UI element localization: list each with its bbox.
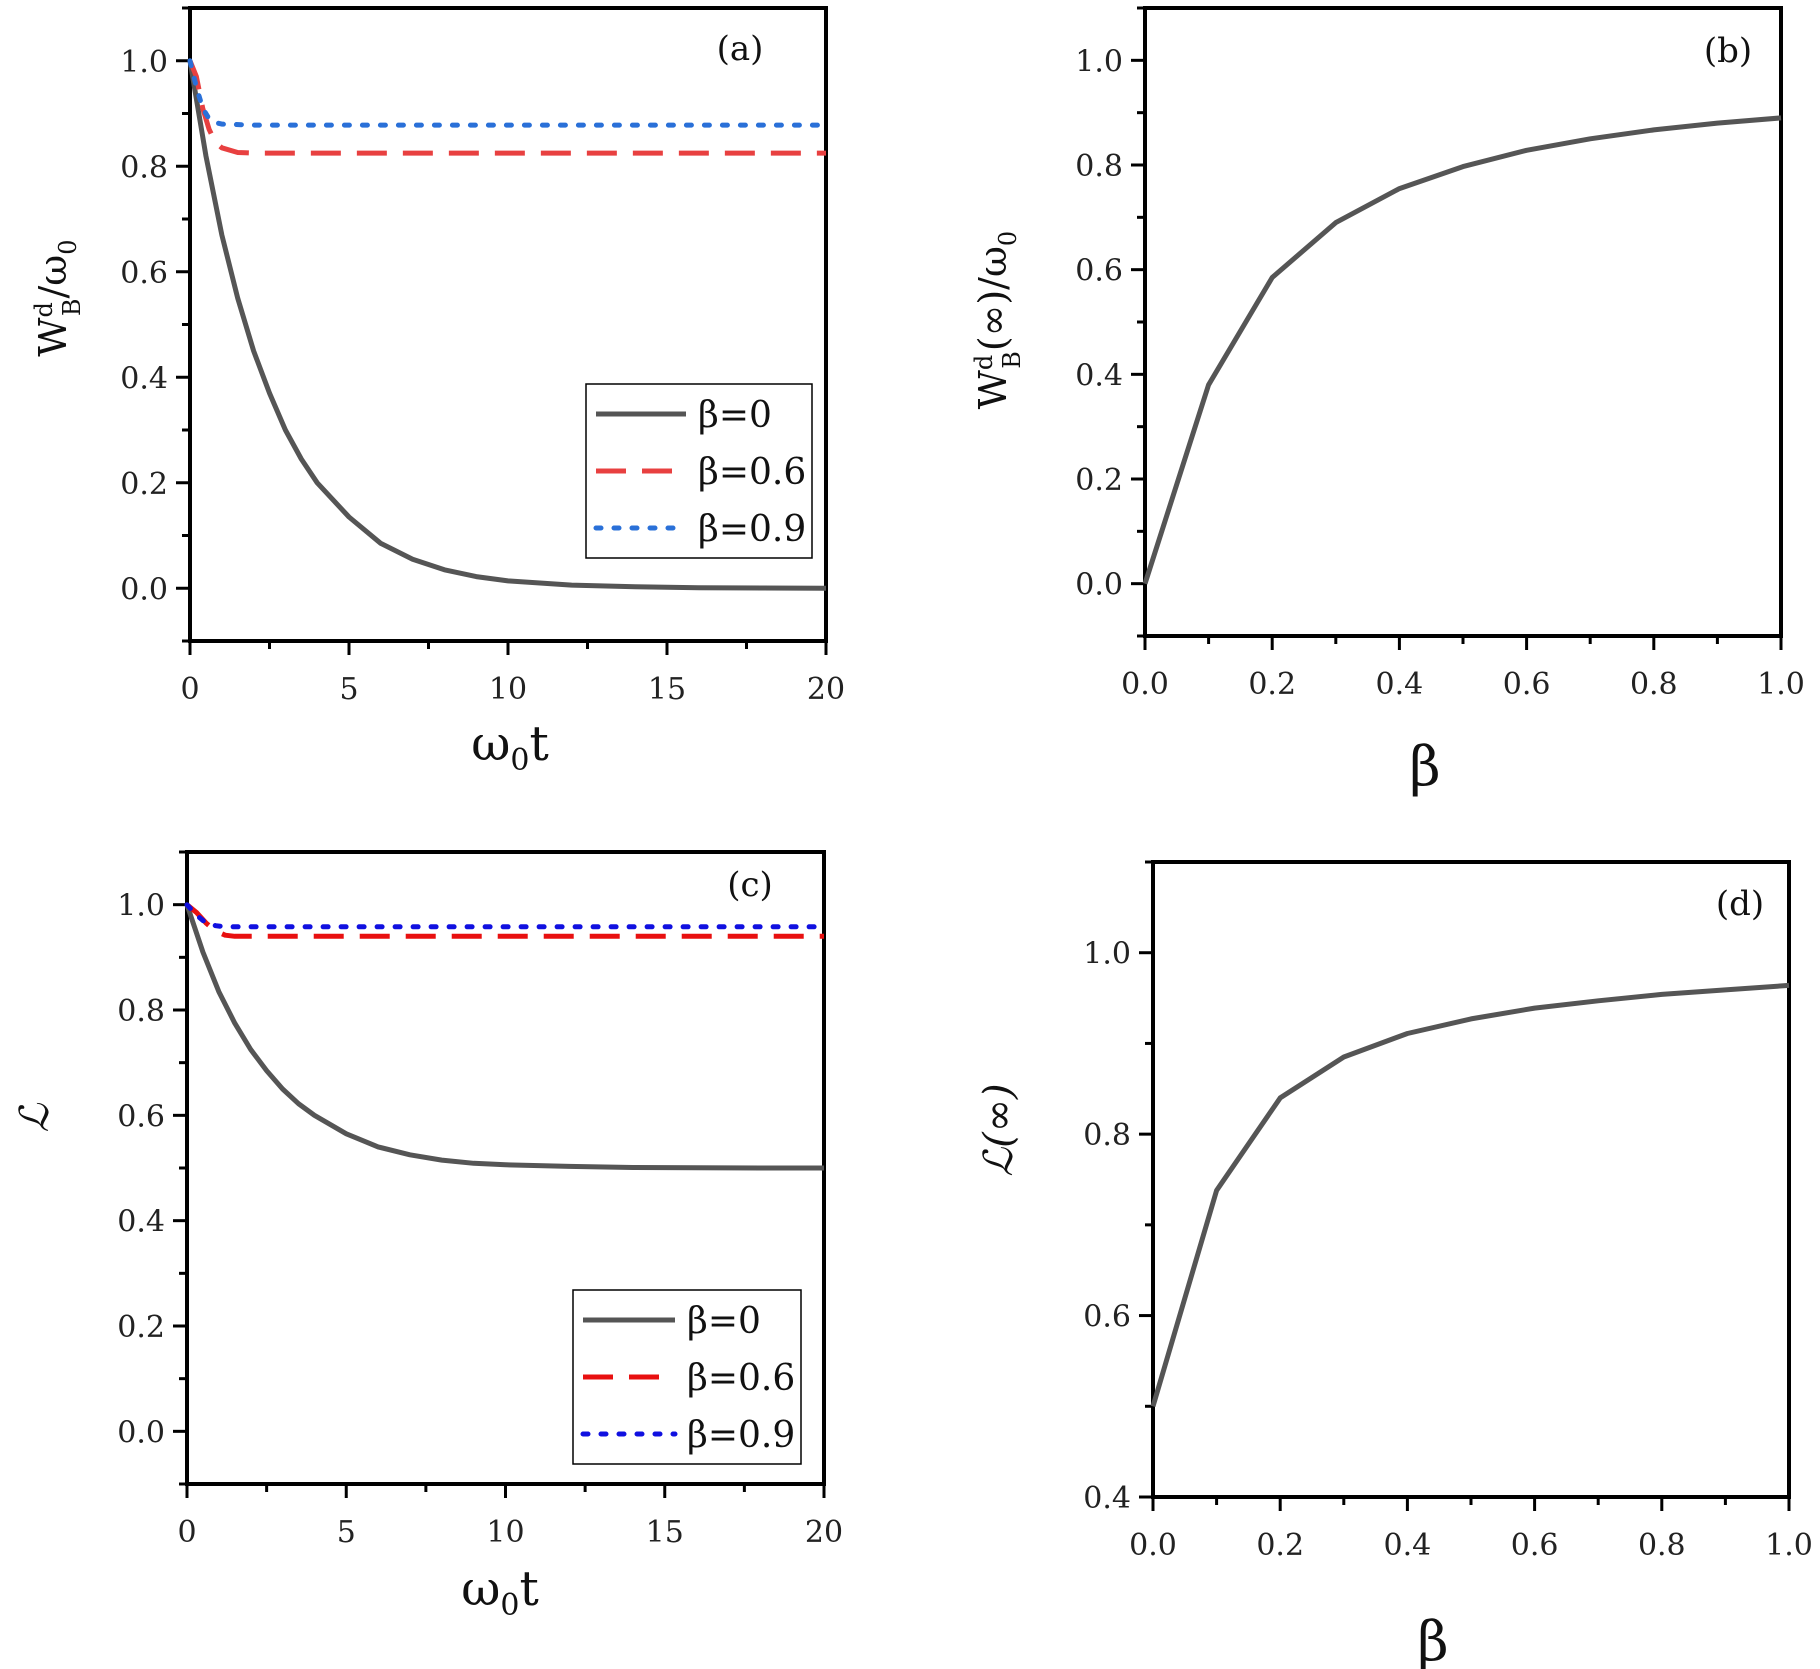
legend-label: β=0: [687, 1301, 761, 1342]
series-line-0: [184, 903, 824, 1171]
y-tick-label: 0.6: [1075, 254, 1123, 289]
x-tick-label: 0.0: [1129, 1528, 1177, 1563]
x-tick-label: 15: [646, 1515, 684, 1550]
x-tick-label: 0.6: [1511, 1528, 1559, 1563]
legend-label: β=0.6: [698, 452, 806, 493]
series-line-0.6: [185, 902, 824, 939]
y-tick-label: 1.0: [117, 889, 165, 924]
legend: β=0 β=0.6 β=0.9: [585, 383, 813, 559]
y-tick-label: 1.0: [120, 45, 168, 80]
panel-d-frame: [1151, 860, 1791, 1499]
panel-d-xlabel: β: [1417, 1610, 1448, 1669]
y-tick-label: 0.8: [120, 150, 168, 185]
y-tick-label: 0.4: [1083, 1481, 1131, 1516]
panel-label: (b): [1704, 31, 1752, 71]
panel-label: (d): [1716, 884, 1764, 924]
series-line-main: [1142, 115, 1782, 585]
panel-c-ylabel: ℒ: [12, 1102, 58, 1132]
series-line-main: [1150, 982, 1790, 1408]
x-tick-label: 0.2: [1256, 1528, 1304, 1563]
y-tick-label: 0.6: [1083, 1300, 1131, 1335]
x-tick-label: 10: [489, 672, 527, 707]
legend: β=0 β=0.6 β=0.9: [572, 1289, 802, 1465]
panel-label: (a): [717, 29, 764, 69]
y-tick-label: 0.4: [117, 1205, 165, 1240]
panel-d: β ℒ(∞) 0.0 0.2 0.4 0.6 0.8 1.0 0.4 0.6 0.8 1.0 (d): [976, 860, 1813, 1669]
y-tick-label: 1.0: [1075, 44, 1123, 79]
legend-label: β=0.6: [687, 1358, 795, 1399]
x-tick-label: 0.2: [1248, 667, 1296, 702]
series-line-0.6: [187, 59, 826, 156]
x-tick-label: 0.4: [1376, 667, 1424, 702]
series-line-0: [187, 60, 827, 591]
x-tick-label: 0.8: [1630, 667, 1678, 702]
y-tick-label: 0.8: [1083, 1118, 1131, 1153]
y-tick-label: 0.2: [120, 467, 168, 502]
y-tick-label: 0.0: [117, 1415, 165, 1450]
x-tick-label: 1.0: [1757, 667, 1805, 702]
x-tick-label: 20: [805, 1515, 843, 1550]
y-tick-label: 0.6: [120, 256, 168, 291]
y-tick-label: 0.2: [117, 1310, 165, 1345]
panel-c: ω0t ℒ 0 5 10 15 200.00.20.40.60.81.0(c)β=0β=…: [12, 850, 843, 1623]
x-tick-label: 0.8: [1638, 1528, 1686, 1563]
panel-b: β WdB(∞)/ω0 0.0 0.2 0.4 0.6 0.8 1.0 0.0 0.2 0.4 0…: [970, 6, 1805, 798]
y-tick-label: 0.8: [117, 994, 165, 1029]
y-tick-label: 1.0: [1083, 937, 1131, 972]
x-tick-label: 15: [648, 672, 686, 707]
panel-b-ylabel: WdB(∞)/ω0: [970, 231, 1026, 409]
x-tick-label: 5: [339, 672, 358, 707]
y-tick-label: 0.6: [117, 1099, 165, 1134]
x-tick-label: 0: [177, 1515, 196, 1550]
x-tick-label: 10: [486, 1515, 524, 1550]
series-line-0.9: [187, 58, 829, 128]
panel-a-ylabel: WdB/ω0: [30, 239, 86, 356]
series-line-0.9: [184, 902, 827, 930]
y-tick-label: 0.4: [1075, 358, 1123, 393]
panel-b-frame: [1143, 6, 1783, 638]
legend-label: β=0.9: [687, 1415, 795, 1456]
y-tick-label: 0.4: [120, 361, 168, 396]
x-tick-label: 0.4: [1384, 1528, 1432, 1563]
y-tick-label: 0.8: [1075, 149, 1123, 184]
panel-b-xlabel: β: [1409, 735, 1440, 798]
x-tick-label: 0.0: [1121, 667, 1169, 702]
x-tick-label: 5: [337, 1515, 356, 1550]
panel-label: (c): [727, 865, 773, 905]
x-tick-label: 0: [180, 672, 199, 707]
panel-c-xlabel: ω0t: [461, 1561, 539, 1623]
x-tick-label: 0.6: [1503, 667, 1551, 702]
panel-d-ylabel: ℒ(∞): [976, 1083, 1022, 1176]
y-tick-label: 0.0: [120, 572, 168, 607]
panel-a: ω0t WdB/ω0 0 5 10 15 20 0.0 0.2 0.4 0.6 0.8 1.0 (a)…: [30, 6, 845, 778]
x-tick-label: 20: [807, 672, 845, 707]
legend-label: β=0: [698, 395, 772, 436]
legend-label: β=0.9: [698, 509, 806, 550]
x-tick-label: 1.0: [1765, 1528, 1813, 1563]
y-tick-label: 0.2: [1075, 463, 1123, 498]
y-tick-label: 0.0: [1075, 568, 1123, 603]
panel-a-xlabel: ω0t: [471, 716, 549, 778]
